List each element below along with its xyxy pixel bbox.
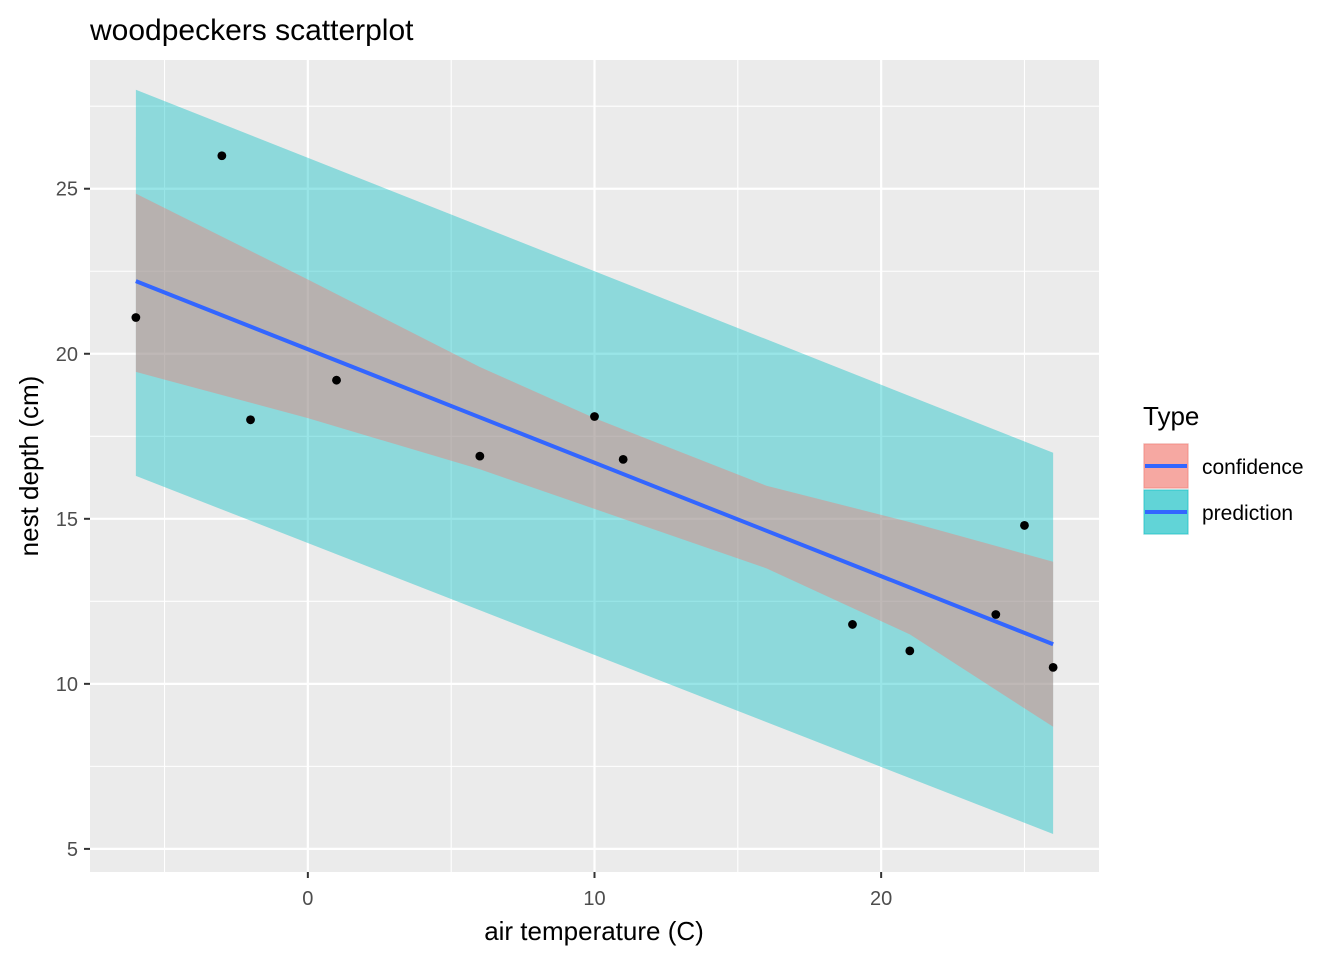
regression-line	[135, 279, 1054, 647]
data-point	[590, 412, 599, 421]
data-point	[246, 415, 255, 425]
points	[131, 151, 1058, 672]
data-point	[475, 451, 485, 461]
chart-title: woodpeckers scatterplot	[89, 14, 414, 47]
y-tick-label: 20	[56, 344, 78, 366]
data-point	[217, 151, 227, 161]
x-axis-label: air temperature (C)	[484, 916, 704, 946]
legend-title: Type	[1143, 401, 1199, 431]
y-tick-label: 10	[56, 674, 78, 696]
data-point	[131, 313, 141, 322]
grid-lines	[90, 60, 1099, 872]
data-point	[905, 646, 915, 656]
x-tick-label: 20	[870, 888, 892, 910]
x-tick-label: 0	[302, 888, 313, 910]
y-tick-label: 15	[56, 509, 78, 531]
legend-label: confidence	[1202, 456, 1304, 479]
y-tick-label: 5	[67, 839, 78, 861]
data-point	[848, 620, 857, 629]
confidence-band	[135, 193, 1054, 727]
data-point	[1020, 521, 1029, 530]
ticks: 0 10 20 5 10 15 20 25	[56, 179, 893, 910]
data-point	[332, 375, 341, 385]
y-axis-label: nest depth (cm)	[14, 376, 44, 557]
data-point	[1048, 662, 1058, 672]
data-point	[991, 610, 1001, 619]
fit-line-layer	[135, 279, 1054, 647]
legend: Type confidence prediction	[1143, 401, 1304, 535]
legend-label: prediction	[1202, 502, 1293, 525]
data-point	[618, 454, 628, 464]
y-tick-label: 25	[56, 179, 78, 201]
x-tick-label: 10	[583, 888, 605, 910]
